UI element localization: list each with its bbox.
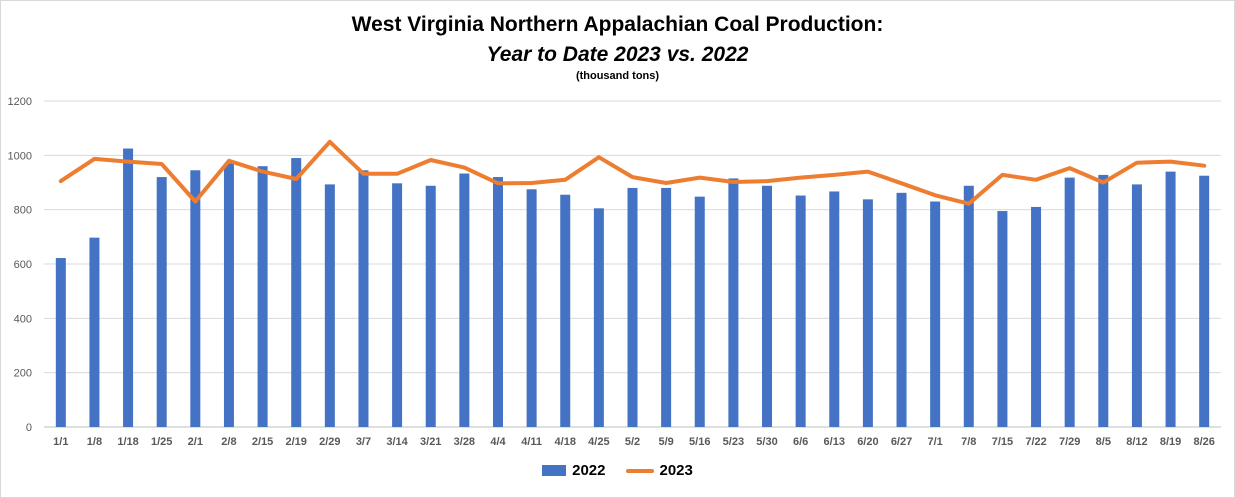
bar-2022: [593, 208, 604, 427]
y-tick-label: 800: [14, 205, 32, 217]
x-tick-label: 8/5: [1096, 436, 1111, 448]
x-tick-label: 6/20: [857, 436, 878, 448]
x-tick-label: 4/25: [588, 436, 609, 448]
x-tick-label: 2/19: [286, 436, 307, 448]
y-tick-label: 1200: [8, 96, 32, 108]
x-tick-label: 5/16: [689, 436, 710, 448]
bar-2022: [728, 178, 739, 427]
x-tick-label: 6/13: [824, 436, 845, 448]
bar-2022: [156, 177, 167, 427]
bar-2022: [358, 170, 369, 427]
bar-2022: [896, 192, 907, 427]
legend-label-2023: 2023: [659, 462, 693, 479]
bar-2022: [1131, 184, 1142, 427]
x-tick-label: 1/8: [87, 436, 102, 448]
bar-2022: [1031, 206, 1042, 427]
x-tick-label: 1/25: [151, 436, 172, 448]
bar-2022: [1165, 171, 1176, 427]
x-tick-label: 2/1: [188, 436, 203, 448]
bar-2022: [997, 211, 1008, 427]
x-tick-label: 3/28: [454, 436, 475, 448]
bar-2022: [560, 194, 571, 427]
y-tick-label: 400: [14, 313, 32, 325]
x-tick-label: 2/8: [221, 436, 236, 448]
bar-2022: [459, 173, 470, 427]
bar-2022: [795, 195, 806, 427]
x-tick-label: 4/18: [555, 436, 576, 448]
bar-2022: [89, 237, 100, 427]
bar-2022: [1064, 177, 1075, 427]
legend-swatch-2023: [625, 468, 654, 473]
x-tick-label: 2/15: [252, 436, 273, 448]
bar-2022: [694, 196, 705, 427]
bar-2022: [392, 183, 403, 427]
bar-2022: [963, 185, 974, 427]
x-tick-label: 4/11: [521, 436, 542, 448]
bar-2022: [1098, 174, 1109, 427]
x-tick-label: 7/8: [961, 436, 976, 448]
x-tick-label: 3/7: [356, 436, 371, 448]
x-tick-label: 8/19: [1160, 436, 1181, 448]
legend-item-2023: 2023: [625, 462, 693, 479]
x-tick-label: 5/30: [756, 436, 777, 448]
x-tick-label: 5/23: [723, 436, 744, 448]
bar-2022: [257, 166, 268, 427]
x-tick-label: 8/12: [1126, 436, 1147, 448]
legend-label-2022: 2022: [572, 462, 606, 479]
bar-2022: [492, 177, 503, 427]
x-tick-label: 6/27: [891, 436, 912, 448]
legend-swatch-2022: [542, 465, 567, 476]
bar-2022: [1199, 175, 1210, 427]
chart-units-note: (thousand tons): [575, 70, 660, 82]
bar-2022: [223, 163, 234, 427]
bar-2022: [526, 189, 537, 427]
x-tick-label: 5/9: [658, 436, 673, 448]
x-tick-label: 1/1: [53, 436, 68, 448]
y-tick-label: 1000: [8, 150, 32, 162]
bar-2022: [123, 148, 134, 427]
bar-2022: [425, 185, 436, 427]
x-tick-label: 6/6: [793, 436, 808, 448]
chart-subtitle: Year to Date 2023 vs. 2022: [486, 43, 749, 66]
bar-2022: [661, 187, 672, 427]
bar-2022: [862, 199, 873, 427]
bar-2022: [627, 187, 638, 427]
x-tick-label: 8/26: [1193, 436, 1214, 448]
x-tick-label: 7/15: [992, 436, 1013, 448]
x-tick-label: 4/4: [490, 436, 506, 448]
bar-2022: [55, 258, 66, 427]
bar-2022: [762, 185, 773, 427]
x-tick-label: 7/1: [928, 436, 943, 448]
chart-legend: 2022 2023: [0, 462, 1235, 479]
bar-2022: [291, 158, 302, 428]
y-tick-label: 0: [26, 422, 32, 434]
bar-2022: [829, 191, 840, 427]
chart-title: West Virginia Northern Appalachian Coal …: [351, 13, 884, 36]
legend-item-2022: 2022: [542, 462, 606, 479]
bar-2022: [324, 184, 335, 427]
x-tick-label: 7/22: [1025, 436, 1046, 448]
x-tick-label: 7/29: [1059, 436, 1080, 448]
x-tick-label: 3/21: [420, 436, 441, 448]
x-tick-label: 5/2: [625, 436, 640, 448]
bar-2022: [930, 201, 941, 427]
bar-2022: [190, 170, 201, 427]
y-tick-label: 600: [14, 259, 32, 271]
x-tick-label: 1/18: [117, 436, 138, 448]
x-tick-label: 3/14: [386, 436, 408, 448]
x-tick-label: 2/29: [319, 436, 340, 448]
y-tick-label: 200: [14, 368, 32, 380]
